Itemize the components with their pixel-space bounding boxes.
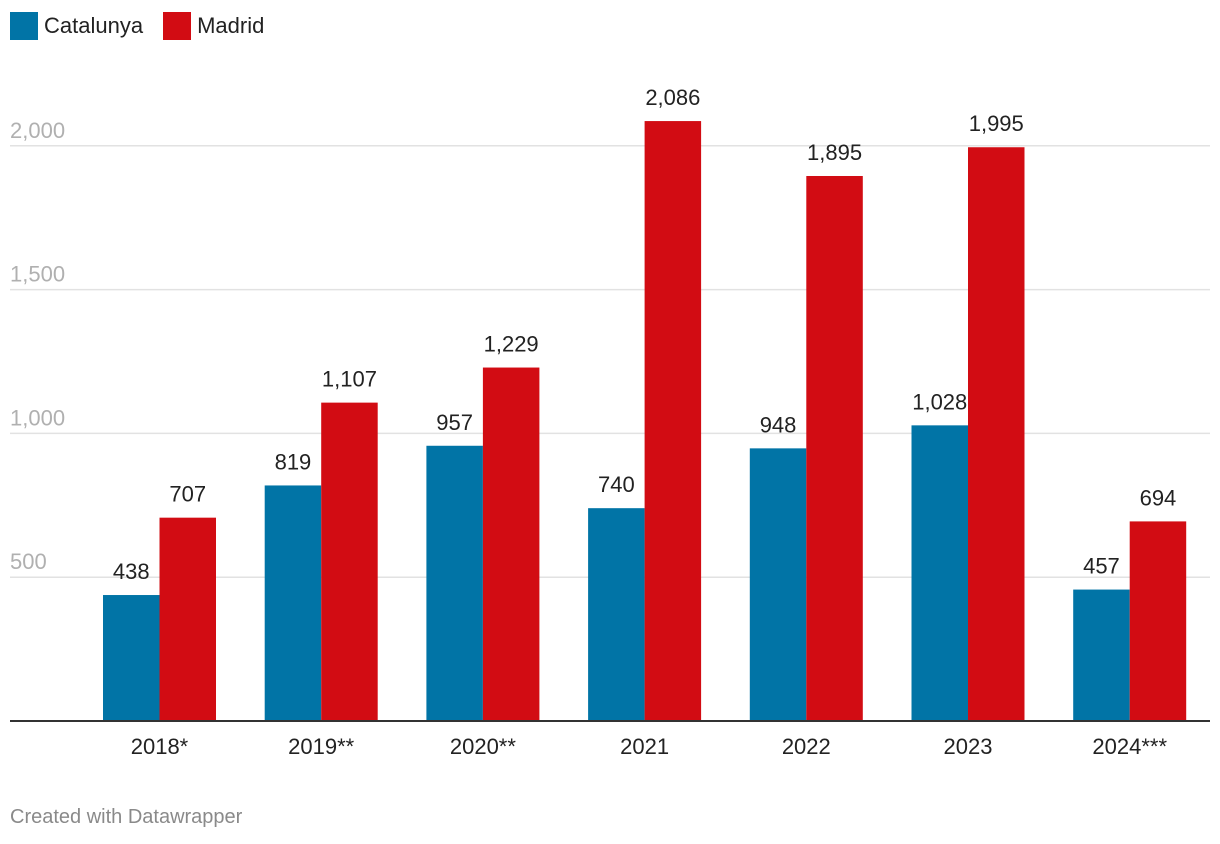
x-tick-label: 2021: [620, 734, 669, 759]
x-tick-label: 2018*: [131, 734, 189, 759]
x-tick-label: 2019**: [288, 734, 355, 759]
bar-madrid: [321, 402, 378, 721]
x-tick-label: 2022: [782, 734, 831, 759]
data-label: 2,086: [645, 85, 700, 110]
data-label: 1,107: [322, 367, 377, 392]
data-label: 694: [1140, 485, 1177, 510]
y-tick-label: 1,000: [10, 405, 65, 430]
bar-madrid: [159, 517, 216, 721]
data-label: 707: [169, 482, 206, 507]
legend-swatch-madrid: [163, 12, 192, 40]
y-tick-label: 500: [10, 549, 47, 574]
legend-item-catalunya: Catalunya: [10, 12, 143, 40]
bar-catalunya: [426, 445, 483, 721]
data-label: 1,229: [484, 332, 539, 357]
data-label: 457: [1083, 554, 1120, 579]
bar-catalunya: [588, 508, 645, 721]
bar-catalunya: [264, 485, 322, 721]
data-label: 438: [113, 559, 150, 584]
legend: Catalunya Madrid: [10, 12, 284, 40]
bar-madrid: [806, 175, 863, 722]
y-tick-label: 1,500: [10, 262, 65, 287]
x-tick-label: 2023: [944, 734, 993, 759]
legend-item-madrid: Madrid: [163, 12, 264, 40]
legend-label-catalunya: Catalunya: [44, 13, 144, 38]
y-tick-label: 2,000: [10, 118, 65, 143]
data-label: 1,995: [969, 111, 1024, 136]
data-label: 819: [275, 449, 312, 474]
bar-catalunya: [103, 595, 160, 721]
credit-text: Created with Datawrapper: [10, 806, 243, 828]
legend-label-madrid: Madrid: [197, 13, 265, 38]
data-label: 948: [760, 412, 797, 437]
legend-swatch-catalunya: [10, 12, 38, 40]
bar-madrid: [968, 147, 1025, 721]
x-tick-label: 2024***: [1092, 734, 1167, 759]
data-label: 1,028: [912, 389, 967, 414]
bar-madrid: [1129, 521, 1187, 721]
data-label: 1,895: [807, 140, 862, 165]
bar-madrid: [644, 121, 702, 721]
bar-madrid: [482, 367, 540, 721]
x-tick-label: 2020**: [450, 734, 517, 759]
data-label: 957: [436, 410, 473, 435]
bar-catalunya: [1073, 589, 1130, 721]
bar-catalunya: [911, 425, 968, 721]
data-label: 740: [598, 472, 635, 497]
bar-catalunya: [749, 448, 807, 721]
